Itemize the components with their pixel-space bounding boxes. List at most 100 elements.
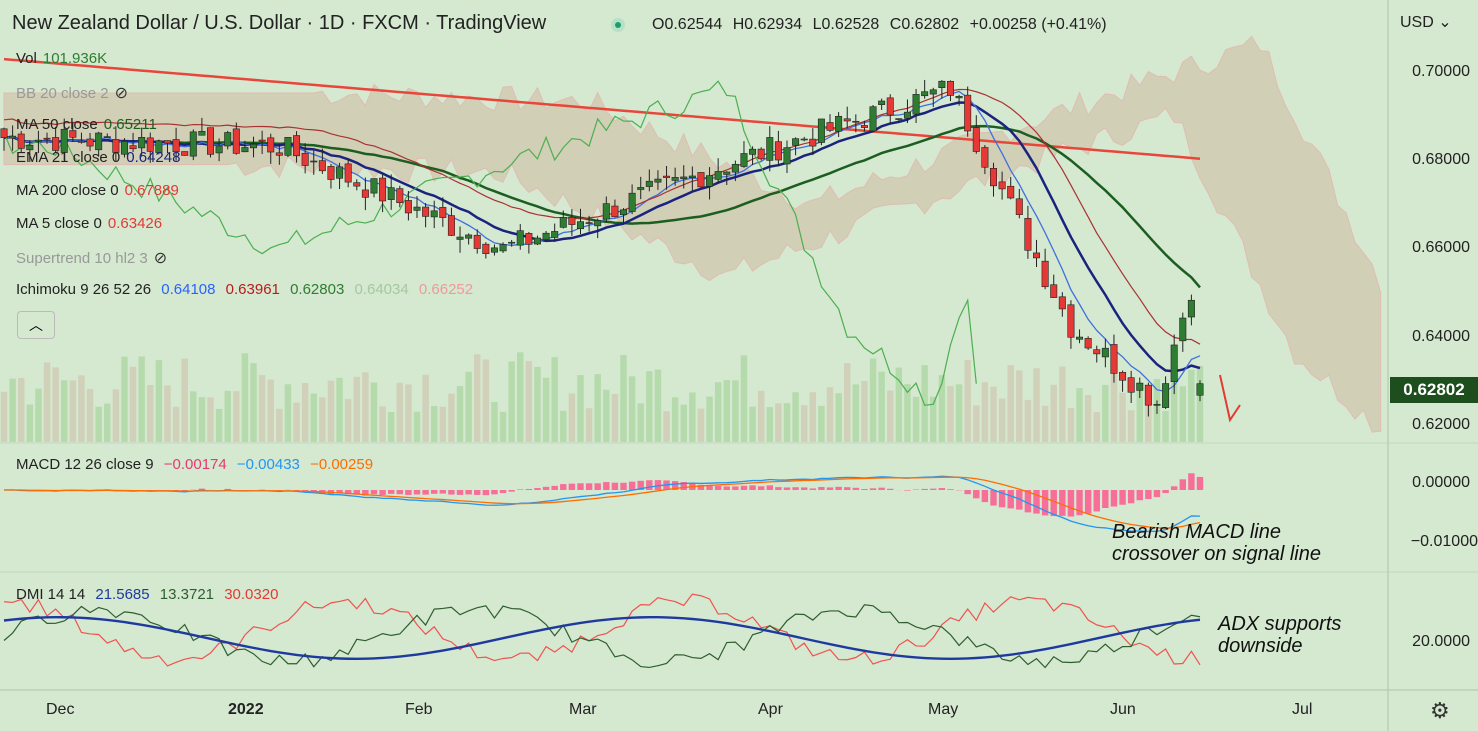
current-price-tag: 0.62802: [1390, 377, 1478, 403]
candle-bear: [886, 97, 894, 116]
legend-label: BB 20 close 2: [16, 85, 109, 102]
candle-bull: [783, 147, 791, 165]
macd-histogram-bar: [1093, 490, 1100, 512]
legend-ma5[interactable]: MA 5 close 0 0.63426: [16, 215, 168, 232]
volume-bar: [809, 392, 817, 442]
candle-bull: [508, 241, 516, 244]
open-value: O0.62544: [652, 16, 723, 33]
volume-bar: [155, 360, 163, 442]
currency-selector[interactable]: USD ⌄: [1400, 12, 1452, 32]
macd-histogram-bar: [353, 490, 360, 495]
candle-bull: [1170, 344, 1178, 382]
candle-bull: [740, 153, 748, 167]
legend-volume[interactable]: Vol 101.936K: [16, 50, 113, 67]
volume-bar: [628, 376, 636, 442]
volume-bar: [276, 408, 283, 442]
time-tick: Feb: [405, 701, 433, 718]
candle-bear: [207, 127, 215, 155]
candle-bull: [215, 145, 223, 154]
macd-histogram-bar: [431, 490, 438, 494]
indicator-lines: [3, 57, 1201, 406]
candle-bear: [43, 137, 51, 140]
candle-bear: [1084, 338, 1092, 349]
macd-histogram-bar: [1136, 490, 1143, 501]
volume-bar: [1110, 368, 1118, 442]
candle-bull: [95, 132, 103, 151]
volume-bar: [611, 394, 619, 442]
legend-label: MA 200 close 0: [16, 182, 119, 199]
macd-histogram-bar: [439, 490, 447, 494]
candle-bull: [817, 118, 825, 143]
volume-bar: [422, 374, 429, 442]
candle-bear: [1007, 185, 1015, 199]
macd-histogram-bar: [499, 490, 507, 494]
time-tick: 2022: [228, 701, 264, 718]
candle-bull: [637, 187, 645, 190]
candle-bull: [542, 232, 550, 240]
gear-icon[interactable]: ⚙: [1430, 698, 1450, 723]
symbol-title[interactable]: New Zealand Dollar / U.S. Dollar · 1D · …: [12, 12, 546, 35]
legend-supertrend[interactable]: Supertrend 10 hl2 3 ⊘: [16, 248, 173, 268]
candle-bear: [1110, 344, 1118, 374]
eye-hidden-icon[interactable]: ⊘: [114, 85, 128, 102]
volume-bar: [181, 358, 188, 442]
macd-histogram-bar: [714, 485, 722, 490]
volume-bar: [465, 371, 472, 442]
candle-bear: [439, 207, 447, 218]
volume-bar: [1007, 365, 1014, 442]
candle-bear: [826, 122, 834, 131]
volume-bar: [680, 404, 687, 442]
volume-bar: [1102, 384, 1109, 442]
macd-histogram-bar: [1016, 490, 1023, 510]
macd-histogram-bar: [422, 490, 429, 495]
legend-macd[interactable]: MACD 12 26 close 9 −0.00174 −0.00433 −0.…: [16, 456, 379, 473]
volume-bar: [293, 402, 300, 442]
candle-bull: [138, 137, 146, 149]
legend-value: 0.63426: [107, 215, 163, 232]
candle-bear: [972, 127, 980, 152]
volume-bar: [861, 381, 868, 442]
candle-bull: [413, 206, 421, 211]
legend-bb[interactable]: BB 20 close 2 ⊘: [16, 83, 134, 103]
candle-bull: [576, 221, 584, 230]
macd-histogram-bar: [680, 481, 687, 490]
legend-label: MA 5 close 0: [16, 215, 102, 232]
legend-ema21[interactable]: EMA 21 close 0 0.64248: [16, 149, 186, 166]
candle-bear: [327, 166, 335, 180]
candle-bear: [1058, 296, 1066, 310]
volume-bar: [508, 361, 515, 442]
volume-bar: [18, 377, 25, 442]
legend-ma50[interactable]: MA 50 close 0.65211: [16, 116, 163, 133]
candle-bull: [929, 89, 937, 95]
legend-dmi[interactable]: DMI 14 14 21.5685 13.3721 30.0320: [16, 586, 284, 603]
macd-histogram-bar: [1110, 490, 1118, 507]
macd-histogram-bar: [1007, 490, 1014, 509]
change-value: +0.00258 (+0.41%): [969, 16, 1107, 33]
volume-bar: [990, 386, 997, 442]
price-tick: 0.68000: [1412, 151, 1470, 168]
candle-bear: [1127, 377, 1135, 393]
macd-histogram-bar: [577, 483, 584, 490]
volume-bar: [560, 410, 567, 442]
volume-bar: [129, 366, 137, 442]
candle-bull: [895, 118, 903, 120]
collapse-legend-button[interactable]: ︿: [17, 311, 55, 339]
volume-bar: [405, 384, 412, 442]
volume-bar: [585, 408, 593, 442]
volume-bar: [1196, 366, 1204, 442]
volume-bar: [198, 397, 206, 442]
macd-histogram-bar: [448, 490, 455, 495]
macd-histogram-bar: [1059, 490, 1066, 516]
eye-hidden-icon[interactable]: ⊘: [153, 250, 168, 267]
macd-histogram-bar: [1084, 490, 1092, 514]
volume-bar: [310, 393, 317, 442]
candle-bear: [447, 215, 455, 236]
macd-histogram-bar: [344, 490, 352, 495]
legend-ma200[interactable]: MA 200 close 0 0.67889: [16, 182, 185, 199]
macd-histogram-bar: [603, 482, 610, 490]
macd-histogram-bar: [801, 487, 808, 490]
legend-ichimoku[interactable]: Ichimoku 9 26 52 26 0.64108 0.63961 0.62…: [16, 281, 479, 298]
candle-bear: [1050, 284, 1058, 298]
volume-bar: [448, 393, 455, 442]
